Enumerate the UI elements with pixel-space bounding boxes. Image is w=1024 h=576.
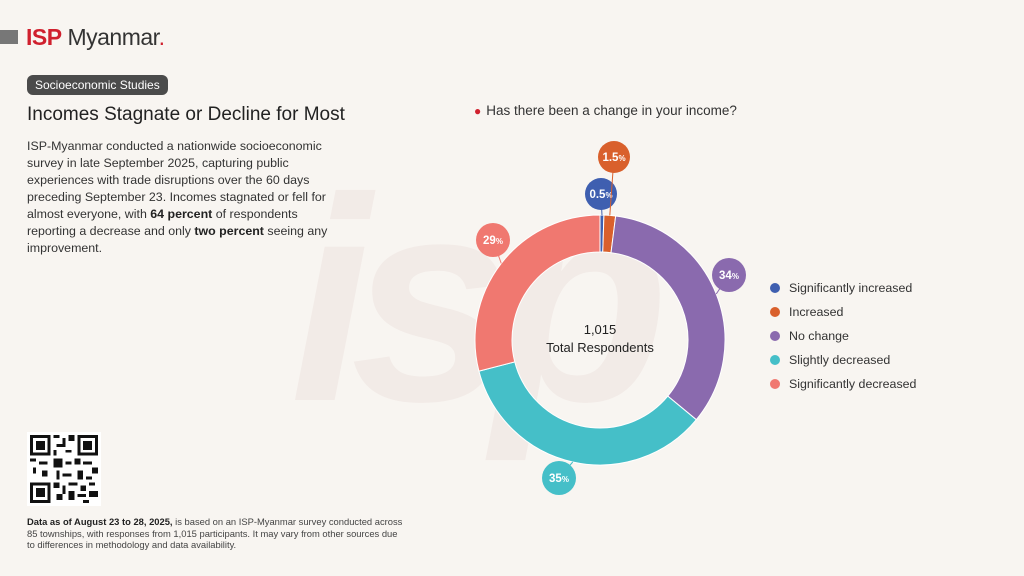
red-bullet-icon: ● [474,104,482,118]
data-label: 35% [549,473,569,485]
data-label-bubble [542,461,576,495]
logo-isp: ISP [26,24,62,50]
data-label: 29% [483,235,503,247]
legend-item: Significantly increased [770,276,916,300]
body-b2: two percent [194,224,264,238]
footnote: Data as of August 23 to 28, 2025, is bas… [27,516,407,551]
qr-code-icon [27,432,101,506]
center-label: Total Respondents [546,340,654,355]
legend-swatch [770,307,780,317]
center-value: 1,015 [584,322,617,337]
body-b1: 64 percent [150,207,213,221]
data-label-bubble [712,258,746,292]
legend-label: No change [789,329,849,343]
logo-dot: . [158,24,165,50]
legend-label: Slightly decreased [789,353,891,367]
category-tag: Socioeconomic Studies [27,75,168,95]
legend-item: Slightly decreased [770,348,916,372]
legend-item: No change [770,324,916,348]
legend-swatch [770,283,780,293]
body-p3: seeing any improvement. [27,224,328,255]
legend-label: Significantly decreased [789,377,917,391]
body-p1: ISP-Myanmar conducted a nationwide socio… [27,139,326,221]
chart-title: Has there been a change in your income? [486,103,737,118]
donut-slice-no-change [610,215,726,421]
legend-item: Significantly decreased [770,372,916,396]
body-p2: of respondents reporting a decrease and … [27,207,298,238]
chart-question: ● Has there been a change in your income? [474,103,737,118]
legend-label: Significantly increased [789,281,913,295]
page-title: Incomes Stagnate or Decline for Most [27,104,345,125]
donut-slice-significantly-decreased [474,214,601,372]
logo: ISP Myanmar. [26,24,165,51]
body-text: ISP-Myanmar conducted a nationwide socio… [27,138,347,257]
legend-swatch [770,331,780,341]
legend-swatch [770,379,780,389]
legend-swatch [770,355,780,365]
data-label: 1.5% [602,152,625,164]
legend-label: Increased [789,305,844,319]
logo-bar [0,30,18,44]
data-label: 34% [719,270,739,282]
data-label-bubble [585,178,617,210]
donut-chart: 0.5% 1.5% 34% 35% 29% 1,015 Total Respondents [474,141,746,495]
footnote-bold: Data as of August 23 to 28, 2025, [27,516,173,527]
logo-name: Myanmar [67,24,159,50]
data-label-bubble [476,223,510,257]
legend-item: Increased [770,300,916,324]
data-label: 0.5% [589,189,612,201]
chart-legend: Significantly increased Increased No chang… [770,276,916,396]
data-label-bubble [598,141,630,173]
footnote-text: is based on an ISP-Myanmar survey conduc… [27,516,403,550]
donut-slice-slightly-decreased [478,361,698,466]
